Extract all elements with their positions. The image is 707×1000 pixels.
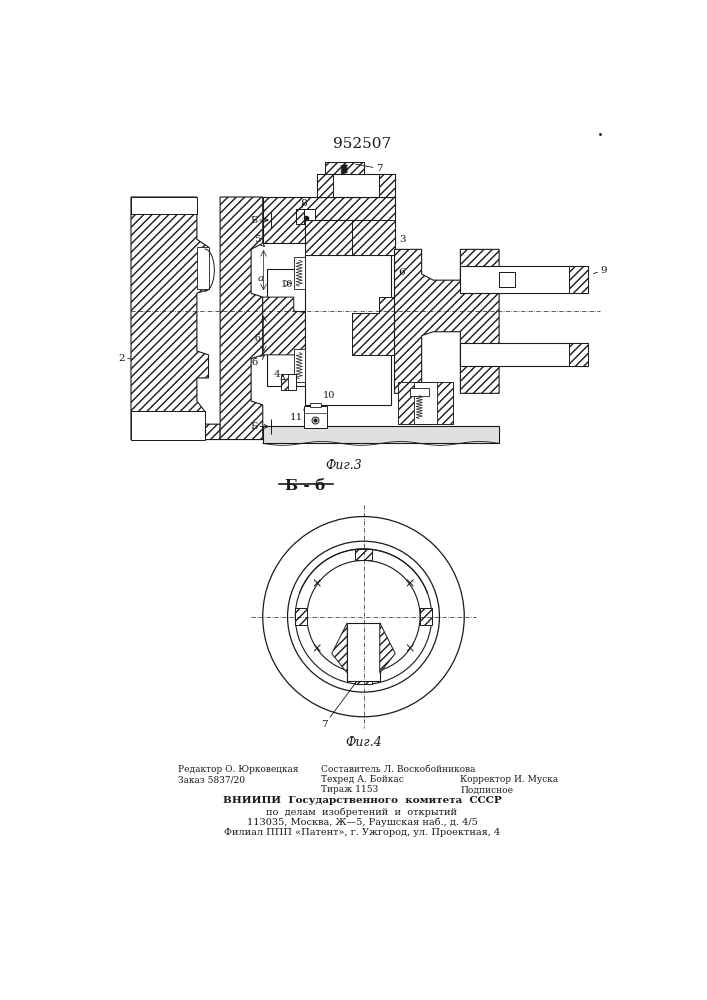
Polygon shape [281, 374, 296, 389]
Text: 11: 11 [289, 409, 305, 422]
Polygon shape [325, 162, 363, 174]
Polygon shape [296, 209, 304, 224]
Polygon shape [437, 382, 452, 424]
Polygon shape [499, 272, 515, 287]
Polygon shape [310, 403, 321, 407]
Text: 5: 5 [254, 235, 264, 246]
Text: 113035, Москва, Ж—5, Раушская наб., д. 4/5: 113035, Москва, Ж—5, Раушская наб., д. 4… [247, 818, 477, 827]
Text: 3: 3 [396, 235, 406, 244]
Text: Редактор О. Юрковецкая: Редактор О. Юрковецкая [177, 765, 298, 774]
Polygon shape [263, 297, 305, 355]
Polygon shape [355, 549, 372, 560]
Polygon shape [263, 426, 499, 443]
Text: Б: Б [250, 422, 268, 431]
Text: ×: × [404, 578, 415, 591]
Polygon shape [410, 388, 429, 396]
Polygon shape [281, 374, 288, 389]
Polygon shape [296, 608, 307, 625]
Polygon shape [395, 249, 499, 393]
Text: ×: × [404, 642, 415, 655]
Circle shape [263, 517, 464, 717]
Text: 10: 10 [322, 391, 335, 400]
Text: б: б [255, 334, 260, 343]
Text: Тираж 1153: Тираж 1153 [321, 785, 378, 794]
Polygon shape [304, 406, 327, 428]
Text: 952507: 952507 [333, 137, 391, 151]
Text: 8: 8 [300, 199, 307, 208]
Text: 6: 6 [398, 268, 405, 277]
Text: 9: 9 [593, 266, 607, 275]
Polygon shape [131, 411, 204, 440]
Polygon shape [305, 220, 352, 255]
Polygon shape [352, 220, 395, 255]
Text: 10: 10 [281, 280, 293, 289]
Text: а: а [257, 274, 264, 283]
Text: ×: × [312, 578, 322, 591]
Polygon shape [293, 349, 305, 382]
Text: Корректор И. Муска: Корректор И. Муска [460, 775, 559, 784]
Text: б: б [252, 355, 264, 367]
Text: Фиг.3: Фиг.3 [326, 459, 363, 472]
Text: Фиг.4: Фиг.4 [345, 736, 382, 749]
Circle shape [288, 541, 440, 692]
Polygon shape [379, 174, 395, 197]
Text: Б: Б [250, 216, 268, 225]
Polygon shape [420, 608, 432, 625]
Polygon shape [569, 266, 588, 293]
Text: по  делам  изобретений  и  открытий: по делам изобретений и открытий [267, 808, 457, 817]
Text: Филиал ППП «Патент», г. Ужгород, ул. Проектная, 4: Филиал ППП «Патент», г. Ужгород, ул. Про… [224, 828, 500, 837]
Polygon shape [317, 174, 332, 197]
Polygon shape [347, 623, 380, 681]
Polygon shape [460, 343, 588, 366]
Text: 7: 7 [322, 682, 356, 729]
Polygon shape [296, 209, 315, 224]
Polygon shape [293, 257, 305, 289]
Polygon shape [460, 266, 588, 293]
Polygon shape [325, 162, 363, 174]
Polygon shape [131, 197, 197, 214]
Circle shape [307, 560, 420, 673]
Polygon shape [352, 297, 395, 355]
Polygon shape [317, 174, 395, 197]
Text: Подписное: Подписное [460, 785, 513, 794]
Text: Заказ 5837/20: Заказ 5837/20 [177, 775, 245, 784]
Polygon shape [131, 197, 220, 440]
Polygon shape [355, 673, 372, 684]
Polygon shape [380, 623, 395, 673]
Polygon shape [267, 269, 317, 311]
Polygon shape [263, 197, 395, 243]
Polygon shape [267, 343, 317, 386]
Polygon shape [569, 343, 588, 366]
Polygon shape [197, 247, 209, 289]
Text: 7: 7 [356, 164, 382, 173]
Polygon shape [220, 197, 263, 440]
Text: ×: × [312, 642, 322, 655]
Text: ВНИИПИ  Государственного  комитета  СССР: ВНИИПИ Государственного комитета СССР [223, 796, 501, 805]
Polygon shape [398, 382, 452, 424]
Circle shape [296, 549, 432, 684]
Polygon shape [305, 255, 391, 405]
Text: Техред А. Бойкас: Техред А. Бойкас [321, 775, 404, 784]
Text: 2: 2 [118, 354, 132, 363]
Polygon shape [398, 382, 414, 424]
Polygon shape [332, 623, 347, 673]
Text: 4: 4 [274, 370, 286, 380]
Text: Составитель Л. Воскобойникова: Составитель Л. Воскобойникова [321, 765, 475, 774]
Text: Б - б: Б - б [286, 479, 325, 493]
